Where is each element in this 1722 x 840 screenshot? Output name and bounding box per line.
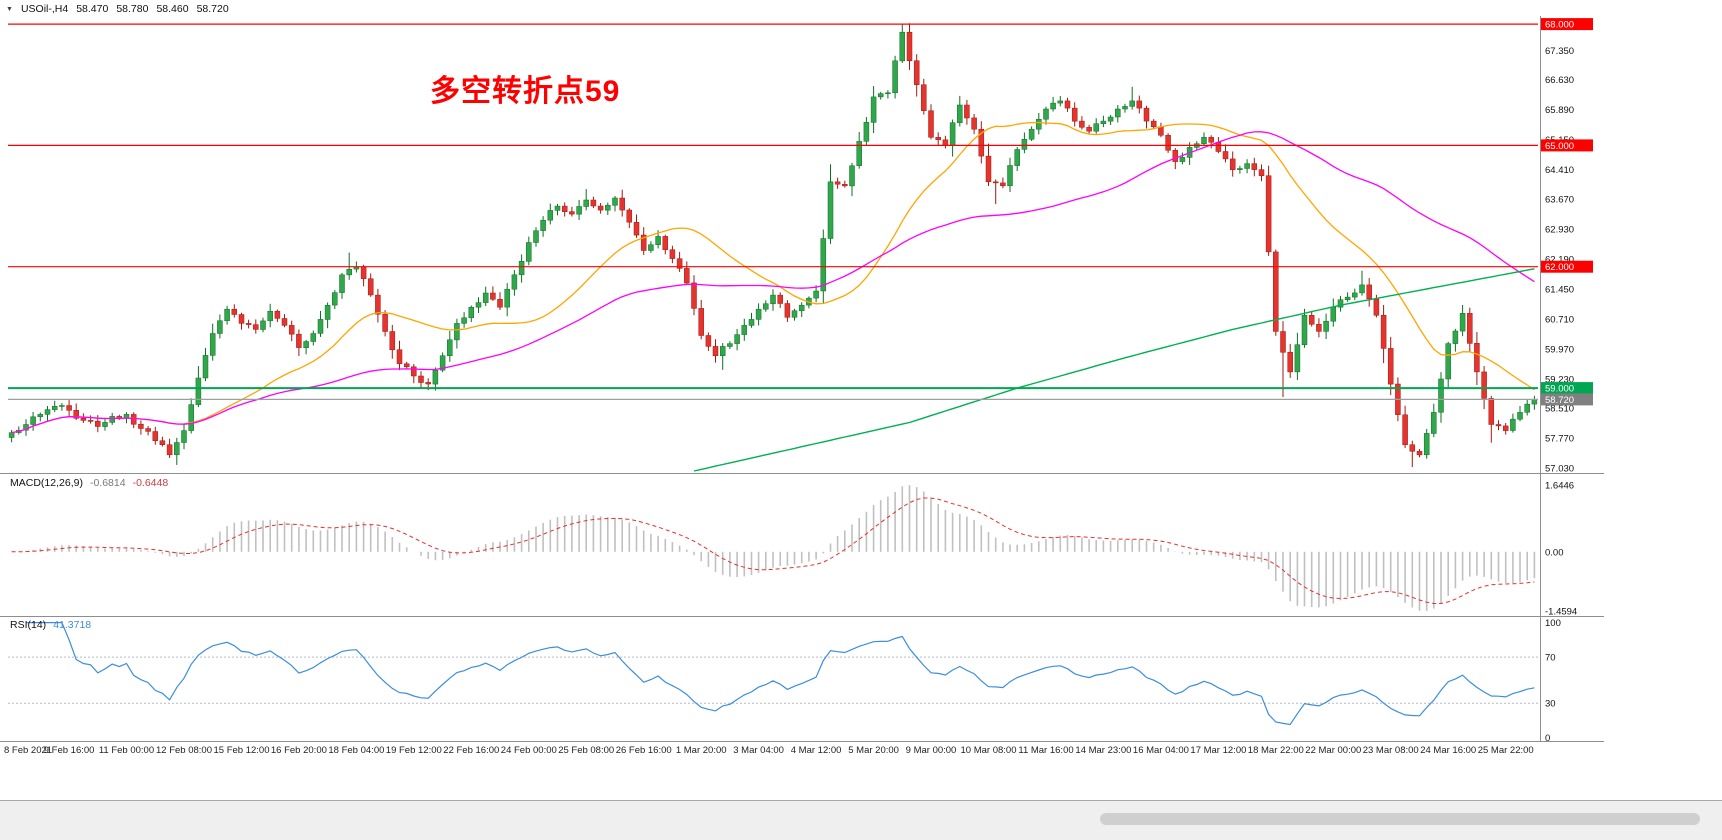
ma-slow-line [693,268,1535,472]
price-badge [1541,139,1593,152]
price-badge [1541,260,1593,273]
svg-text:4 Mar 12:00: 4 Mar 12:00 [791,745,842,756]
rsi-name: RSI(14) [10,619,47,631]
candlesticks [8,23,1538,467]
chart-annotation-text: 多空转折点59 [430,75,621,108]
svg-text:65.890: 65.890 [1545,105,1574,116]
svg-text:16 Mar 04:00: 16 Mar 04:00 [1133,745,1189,756]
price-badge [1541,382,1593,395]
svg-text:0: 0 [1545,733,1550,744]
symbol-period-label: USOil-,H4 [20,3,69,15]
svg-text:64.410: 64.410 [1545,165,1574,176]
rsi-value: 41.3718 [53,619,92,631]
svg-text:10 Mar 08:00: 10 Mar 08:00 [961,745,1017,756]
price-badge [1541,393,1593,406]
svg-text:62.000: 62.000 [1545,262,1574,273]
horizontal-level-lines[interactable] [8,23,1538,400]
price-scale[interactable]: 67.35066.63065.89065.15064.41063.67062.9… [1541,18,1593,744]
svg-text:18 Mar 22:00: 18 Mar 22:00 [1248,745,1304,756]
collapse-icon[interactable]: ▼ [6,5,13,13]
svg-text:61.450: 61.450 [1545,285,1574,296]
ma-fast-line [11,121,1535,434]
svg-text:3 Mar 04:00: 3 Mar 04:00 [733,745,784,756]
svg-text:62.190: 62.190 [1545,255,1574,266]
svg-text:57.770: 57.770 [1545,433,1574,444]
rsi-levels [8,656,1538,704]
svg-text:66.630: 66.630 [1545,75,1574,86]
pane-separators [0,16,1604,742]
svg-text:5 Mar 20:00: 5 Mar 20:00 [848,745,899,756]
svg-text:59.230: 59.230 [1545,374,1574,385]
svg-text:68.000: 68.000 [1545,20,1574,31]
svg-text:62.930: 62.930 [1545,225,1574,236]
quote-open: 58.470 [76,3,109,15]
svg-text:15 Feb 12:00: 15 Feb 12:00 [214,745,270,756]
rsi-label: RSI(14) 41.3718 [10,619,98,631]
price-badge [1541,18,1593,31]
svg-text:19 Feb 12:00: 19 Feb 12:00 [386,745,442,756]
svg-text:12 Feb 08:00: 12 Feb 08:00 [156,745,212,756]
svg-text:24 Feb 00:00: 24 Feb 00:00 [501,745,557,756]
svg-text:100: 100 [1545,618,1561,629]
macd-label: MACD(12,26,9) -0.6814 -0.6448 [10,477,175,489]
svg-text:26 Feb 16:00: 26 Feb 16:00 [616,745,672,756]
svg-text:14 Mar 23:00: 14 Mar 23:00 [1075,745,1131,756]
macd-signal-line [11,497,1535,604]
svg-text:25 Feb 08:00: 25 Feb 08:00 [558,745,614,756]
scrollbar-thumb[interactable] [1100,813,1700,825]
svg-text:65.000: 65.000 [1545,141,1574,152]
svg-text:8 Feb 2021: 8 Feb 2021 [4,745,52,756]
svg-text:30: 30 [1545,699,1556,710]
svg-text:11 Feb 00:00: 11 Feb 00:00 [99,745,154,756]
macd-value-main: -0.6814 [89,477,126,489]
svg-text:58.510: 58.510 [1545,403,1574,414]
svg-text:22 Feb 16:00: 22 Feb 16:00 [443,745,499,756]
rsi-line [26,621,1535,726]
macd-name: MACD(12,26,9) [10,477,83,489]
svg-text:1.6446: 1.6446 [1545,481,1574,492]
quote-close: 58.720 [196,3,229,15]
svg-text:0.00: 0.00 [1545,547,1564,558]
chart-title-bar: ▼ USOil-,H4 58.470 58.780 58.460 58.720 [6,3,229,15]
quote-high: 58.780 [116,3,149,15]
svg-text:22 Mar 00:00: 22 Mar 00:00 [1305,745,1361,756]
svg-text:25 Mar 22:00: 25 Mar 22:00 [1478,745,1534,756]
ma-mid-line [11,131,1535,434]
svg-text:17 Mar 12:00: 17 Mar 12:00 [1190,745,1246,756]
svg-text:23 Mar 08:00: 23 Mar 08:00 [1363,745,1419,756]
svg-text:59.970: 59.970 [1545,344,1574,355]
svg-text:9 Mar 00:00: 9 Mar 00:00 [906,745,957,756]
svg-text:70: 70 [1545,653,1556,664]
svg-text:60.710: 60.710 [1545,314,1574,325]
macd-histogram [17,485,1536,611]
svg-text:1 Mar 20:00: 1 Mar 20:00 [676,745,727,756]
quote-low: 58.460 [156,3,189,15]
svg-text:11 Mar 16:00: 11 Mar 16:00 [1018,745,1073,756]
svg-text:16 Feb 20:00: 16 Feb 20:00 [271,745,327,756]
svg-text:63.670: 63.670 [1545,195,1574,206]
svg-text:59.000: 59.000 [1545,384,1574,395]
svg-text:-1.4594: -1.4594 [1545,606,1577,617]
svg-text:67.350: 67.350 [1545,46,1574,57]
svg-text:57.030: 57.030 [1545,463,1574,474]
svg-text:58.720: 58.720 [1545,395,1574,406]
svg-text:18 Feb 04:00: 18 Feb 04:00 [328,745,384,756]
macd-value-signal: -0.6448 [132,477,169,489]
svg-text:24 Mar 16:00: 24 Mar 16:00 [1420,745,1476,756]
svg-text:9 Feb 16:00: 9 Feb 16:00 [44,745,95,756]
